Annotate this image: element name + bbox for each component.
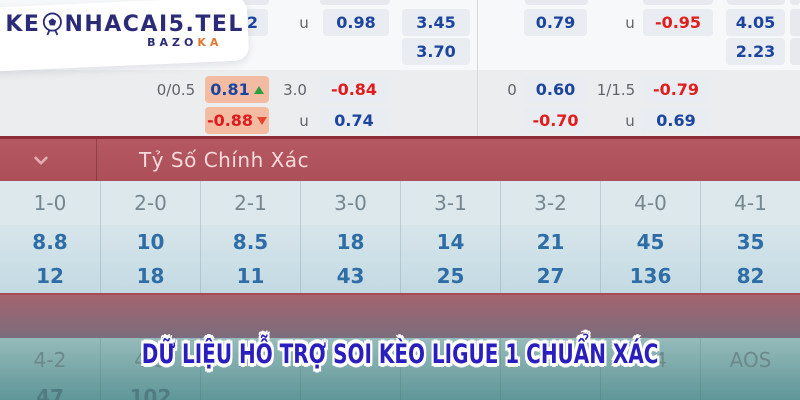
odds-box-highlight[interactable]: 0.81 [205, 76, 269, 103]
soccer-ball-icon [42, 12, 62, 36]
cutoff-odds-box [727, 0, 785, 5]
odds-box[interactable]: -0.84 [318, 76, 390, 103]
score-odds-cell[interactable]: 11 [200, 259, 300, 293]
odds-box[interactable]: -0.70 [524, 107, 587, 134]
score-odds-cell[interactable]: 8.8 [32, 230, 68, 254]
odds-column-divider [477, 0, 478, 136]
section-header-bar: Tỷ Số Chính Xác [0, 136, 800, 181]
score-header-cell [300, 338, 400, 382]
score-header-cell: AOS [700, 338, 800, 382]
odds-board: 2 u 0.98 3.45 0.79 u -0.95 4.05 3.70 2.2… [0, 0, 800, 136]
score-odds-cell[interactable]: 18 [100, 259, 200, 293]
section-title: Tỷ Số Chính Xác [139, 148, 310, 172]
odds-box[interactable]: 0.79 [524, 9, 587, 36]
score-odds-cell[interactable] [200, 382, 300, 400]
score-odds-cell[interactable] [600, 382, 700, 400]
score-odds-cell[interactable]: 12 [36, 264, 64, 288]
cutoff-odds-box [790, 38, 800, 65]
score-odds-row: 47 102 [0, 382, 800, 400]
cutoff-odds-box [525, 0, 588, 5]
logo-text-pre: KE [5, 11, 41, 37]
score-header-cell: 4-4 [600, 338, 700, 382]
score-odds-row: 8.8 10 8.5 18 14 21 45 35 [0, 225, 800, 259]
score-odds-cell[interactable]: 136 [600, 259, 700, 293]
score-odds-cell[interactable]: 35 [700, 225, 800, 259]
odds-box-highlight[interactable]: -0.88 [205, 107, 269, 134]
score-header-cell: 4-1 [700, 181, 800, 225]
odds-box[interactable]: 3.70 [402, 38, 470, 65]
total-label: 1/1.5 [596, 80, 636, 99]
score-header-cell: 4-0 [600, 181, 700, 225]
handicap-label: 0/0.5 [156, 80, 196, 99]
logo-text-post: NHACAI5.TEL [64, 11, 244, 37]
odds-value: 0.81 [210, 80, 250, 99]
score-odds-cell[interactable]: 82 [700, 259, 800, 293]
score-odds-cell[interactable] [300, 382, 400, 400]
score-odds-cell[interactable]: 45 [600, 225, 700, 259]
score-odds-cell[interactable]: 27 [500, 259, 600, 293]
score-header-row: 1-0 2-0 2-1 3-0 3-1 3-2 4-0 4-1 [0, 181, 800, 225]
logo-wordmark: KE NHACAI5.TEL [0, 2, 247, 37]
cutoff-odds-box [643, 0, 713, 5]
odds-label: u [625, 13, 635, 32]
cutoff-odds-box [790, 9, 800, 36]
odds-down-icon [257, 116, 268, 125]
odds-up-icon [253, 85, 264, 94]
score-odds-cell[interactable]: 47 [36, 385, 64, 400]
odds-box[interactable]: 2.23 [726, 38, 785, 65]
score-header-cell [200, 338, 300, 382]
odds-box[interactable]: 4.05 [726, 9, 785, 36]
score-header-cell: 2-0 [100, 181, 200, 225]
odds-box[interactable]: -0.79 [642, 76, 710, 103]
score-header-cell: 4-2 [33, 348, 67, 372]
logo-subtitle: BAZOKA [0, 36, 248, 49]
section-header-divider [96, 139, 97, 181]
handicap-label: 0 [507, 80, 517, 99]
score-odds-cell[interactable] [400, 382, 500, 400]
odds-box[interactable]: 0.60 [524, 76, 587, 103]
chevron-down-icon[interactable] [28, 147, 54, 173]
logo-subtitle-left: BAZO [147, 35, 198, 49]
correct-score-table-continued: 4-2 4-3 4-4 AOS 47 102 [0, 338, 800, 400]
score-odds-cell[interactable]: 43 [300, 259, 400, 293]
odds-box[interactable]: 3.45 [402, 9, 470, 36]
score-odds-cell[interactable]: 8.5 [200, 225, 300, 259]
cutoff-odds-box [320, 0, 390, 5]
correct-score-table: 1-0 2-0 2-1 3-0 3-1 3-2 4-0 4-1 8.8 10 8… [0, 181, 800, 293]
score-header-cell [500, 338, 600, 382]
odds-box[interactable]: 0.98 [323, 9, 389, 36]
score-odds-cell[interactable] [500, 382, 600, 400]
score-odds-cell[interactable]: 14 [400, 225, 500, 259]
odds-box[interactable]: 0.74 [318, 107, 390, 134]
odds-label: u [625, 111, 635, 130]
odds-label: u [299, 111, 309, 130]
score-header-cell [400, 338, 500, 382]
odds-value: -0.88 [206, 111, 254, 130]
score-header-cell: 2-1 [200, 181, 300, 225]
section-band [0, 293, 800, 338]
logo-subtitle-right: KA [197, 35, 223, 49]
score-header-cell: 1-0 [33, 191, 67, 215]
score-header-cell: 3-2 [500, 181, 600, 225]
total-label: 3.0 [283, 80, 307, 99]
odds-label: u [299, 13, 309, 32]
score-header-cell: 4-3 [100, 338, 200, 382]
odds-box[interactable]: -0.95 [643, 9, 713, 36]
score-header-row: 4-2 4-3 4-4 AOS [0, 338, 800, 382]
cutoff-odds-box [790, 0, 800, 5]
score-odds-row: 12 18 11 43 25 27 136 82 [0, 259, 800, 293]
score-header-cell: 3-1 [400, 181, 500, 225]
score-odds-cell[interactable]: 102 [100, 382, 200, 400]
score-odds-cell[interactable] [700, 382, 800, 400]
score-odds-cell[interactable]: 18 [300, 225, 400, 259]
score-odds-cell[interactable]: 25 [400, 259, 500, 293]
score-odds-cell[interactable]: 21 [500, 225, 600, 259]
odds-box[interactable]: 0.69 [642, 107, 710, 134]
score-odds-cell[interactable]: 10 [100, 225, 200, 259]
site-logo[interactable]: KE NHACAI5.TEL BAZOKA [0, 0, 250, 72]
score-header-cell: 3-0 [300, 181, 400, 225]
